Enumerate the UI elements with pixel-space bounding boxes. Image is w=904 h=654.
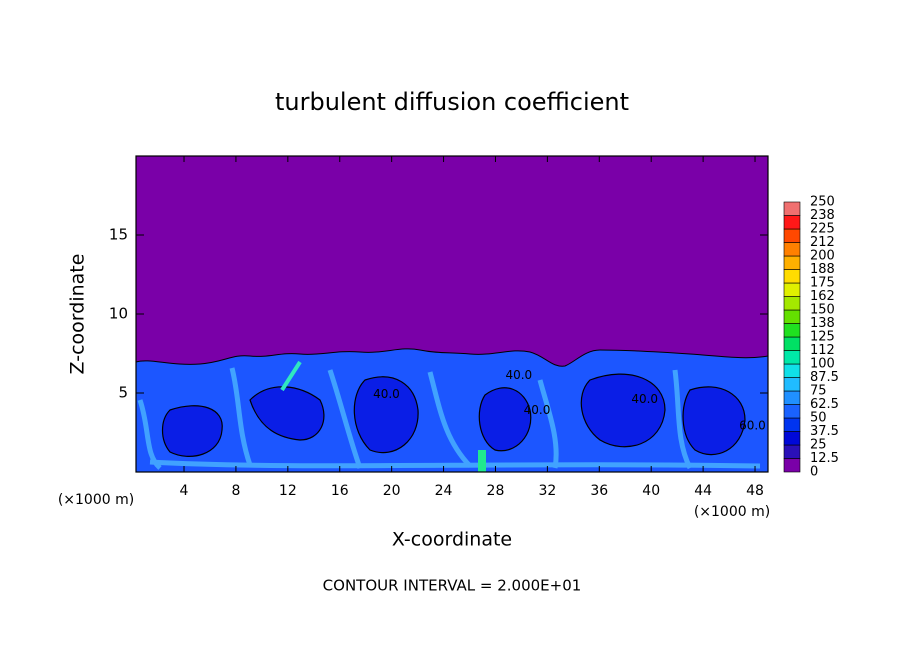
x-tick-label: 32 bbox=[538, 483, 556, 499]
colorbar-bin bbox=[783, 404, 801, 419]
y-tick-label: 5 bbox=[118, 384, 128, 402]
colorbar-bin bbox=[783, 444, 801, 459]
colorbar-bin bbox=[783, 201, 801, 216]
y-unit: (×1000 m) bbox=[58, 492, 134, 508]
contour-label: 40.0 bbox=[373, 387, 400, 401]
x-unit: (×1000 m) bbox=[694, 504, 770, 520]
colorbar-label: 175 bbox=[810, 276, 835, 291]
colorbar-bin bbox=[783, 309, 801, 324]
colorbar-bin bbox=[783, 242, 801, 257]
x-tick-label: 12 bbox=[279, 483, 297, 499]
x-tick-label: 40 bbox=[642, 483, 660, 499]
colorbar-label: 162 bbox=[810, 289, 835, 304]
x-tick-label: 28 bbox=[487, 483, 505, 499]
x-tick-label: 24 bbox=[435, 483, 453, 499]
colorbar-bin bbox=[783, 296, 801, 311]
colorbar-bin bbox=[783, 417, 801, 432]
colorbar-label: 75 bbox=[810, 384, 827, 399]
contour-label: 40.0 bbox=[631, 392, 658, 406]
colorbar-bin bbox=[783, 269, 801, 284]
colorbar-label: 25 bbox=[810, 438, 827, 453]
colorbar-label: 112 bbox=[810, 343, 835, 358]
x-axis-label: X-coordinate bbox=[392, 529, 512, 551]
colorbar-label: 0 bbox=[810, 465, 818, 480]
colorbar-bin bbox=[783, 377, 801, 392]
x-tick-label: 48 bbox=[746, 483, 764, 499]
colorbar-label: 100 bbox=[810, 357, 835, 372]
colorbar-label: 238 bbox=[810, 208, 835, 223]
colorbar-bin bbox=[783, 363, 801, 378]
colorbar-label: 62.5 bbox=[810, 397, 839, 412]
colorbar-label: 37.5 bbox=[810, 424, 839, 439]
colorbar-bin bbox=[783, 323, 801, 338]
colorbar-bin bbox=[783, 282, 801, 297]
contour-label: 40.0 bbox=[505, 368, 532, 382]
chart-title: turbulent diffusion coefficient bbox=[275, 88, 629, 116]
y-tick-label: 15 bbox=[109, 226, 128, 244]
colorbar-label: 225 bbox=[810, 222, 835, 237]
colorbar-bin bbox=[783, 255, 801, 270]
colorbar-bin bbox=[783, 390, 801, 405]
colorbar-label: 87.5 bbox=[810, 370, 839, 385]
colorbar-bin bbox=[783, 431, 801, 446]
colorbar-label: 12.5 bbox=[810, 451, 839, 466]
colorbar-bin bbox=[783, 336, 801, 351]
colorbar-label: 188 bbox=[810, 262, 835, 277]
colorbar-bin bbox=[783, 215, 801, 230]
colorbar-label: 250 bbox=[810, 195, 835, 210]
colorbar-label: 200 bbox=[810, 249, 835, 264]
colorbar-label: 150 bbox=[810, 303, 835, 318]
colorbar-bin bbox=[783, 228, 801, 243]
contour-label: 40.0 bbox=[524, 403, 551, 417]
footer: CONTOUR INTERVAL = 2.000E+01 bbox=[323, 577, 582, 595]
contour-label: 60.0 bbox=[739, 419, 766, 433]
colorbar-bin bbox=[783, 350, 801, 365]
y-axis-label: Z-coordinate bbox=[67, 254, 89, 375]
colorbar-label: 125 bbox=[810, 330, 835, 345]
colorbar-bin bbox=[783, 458, 801, 473]
y-tick-label: 10 bbox=[109, 305, 128, 323]
x-tick-label: 44 bbox=[694, 483, 712, 499]
x-tick-label: 4 bbox=[180, 483, 189, 499]
x-tick-label: 36 bbox=[590, 483, 608, 499]
colorbar-label: 212 bbox=[810, 235, 835, 250]
field bbox=[136, 156, 768, 472]
colorbar-label: 138 bbox=[810, 316, 835, 331]
colorbar-label: 50 bbox=[810, 411, 827, 426]
x-tick-label: 8 bbox=[231, 483, 240, 499]
x-tick-label: 20 bbox=[383, 483, 401, 499]
x-tick-label: 16 bbox=[331, 483, 349, 499]
